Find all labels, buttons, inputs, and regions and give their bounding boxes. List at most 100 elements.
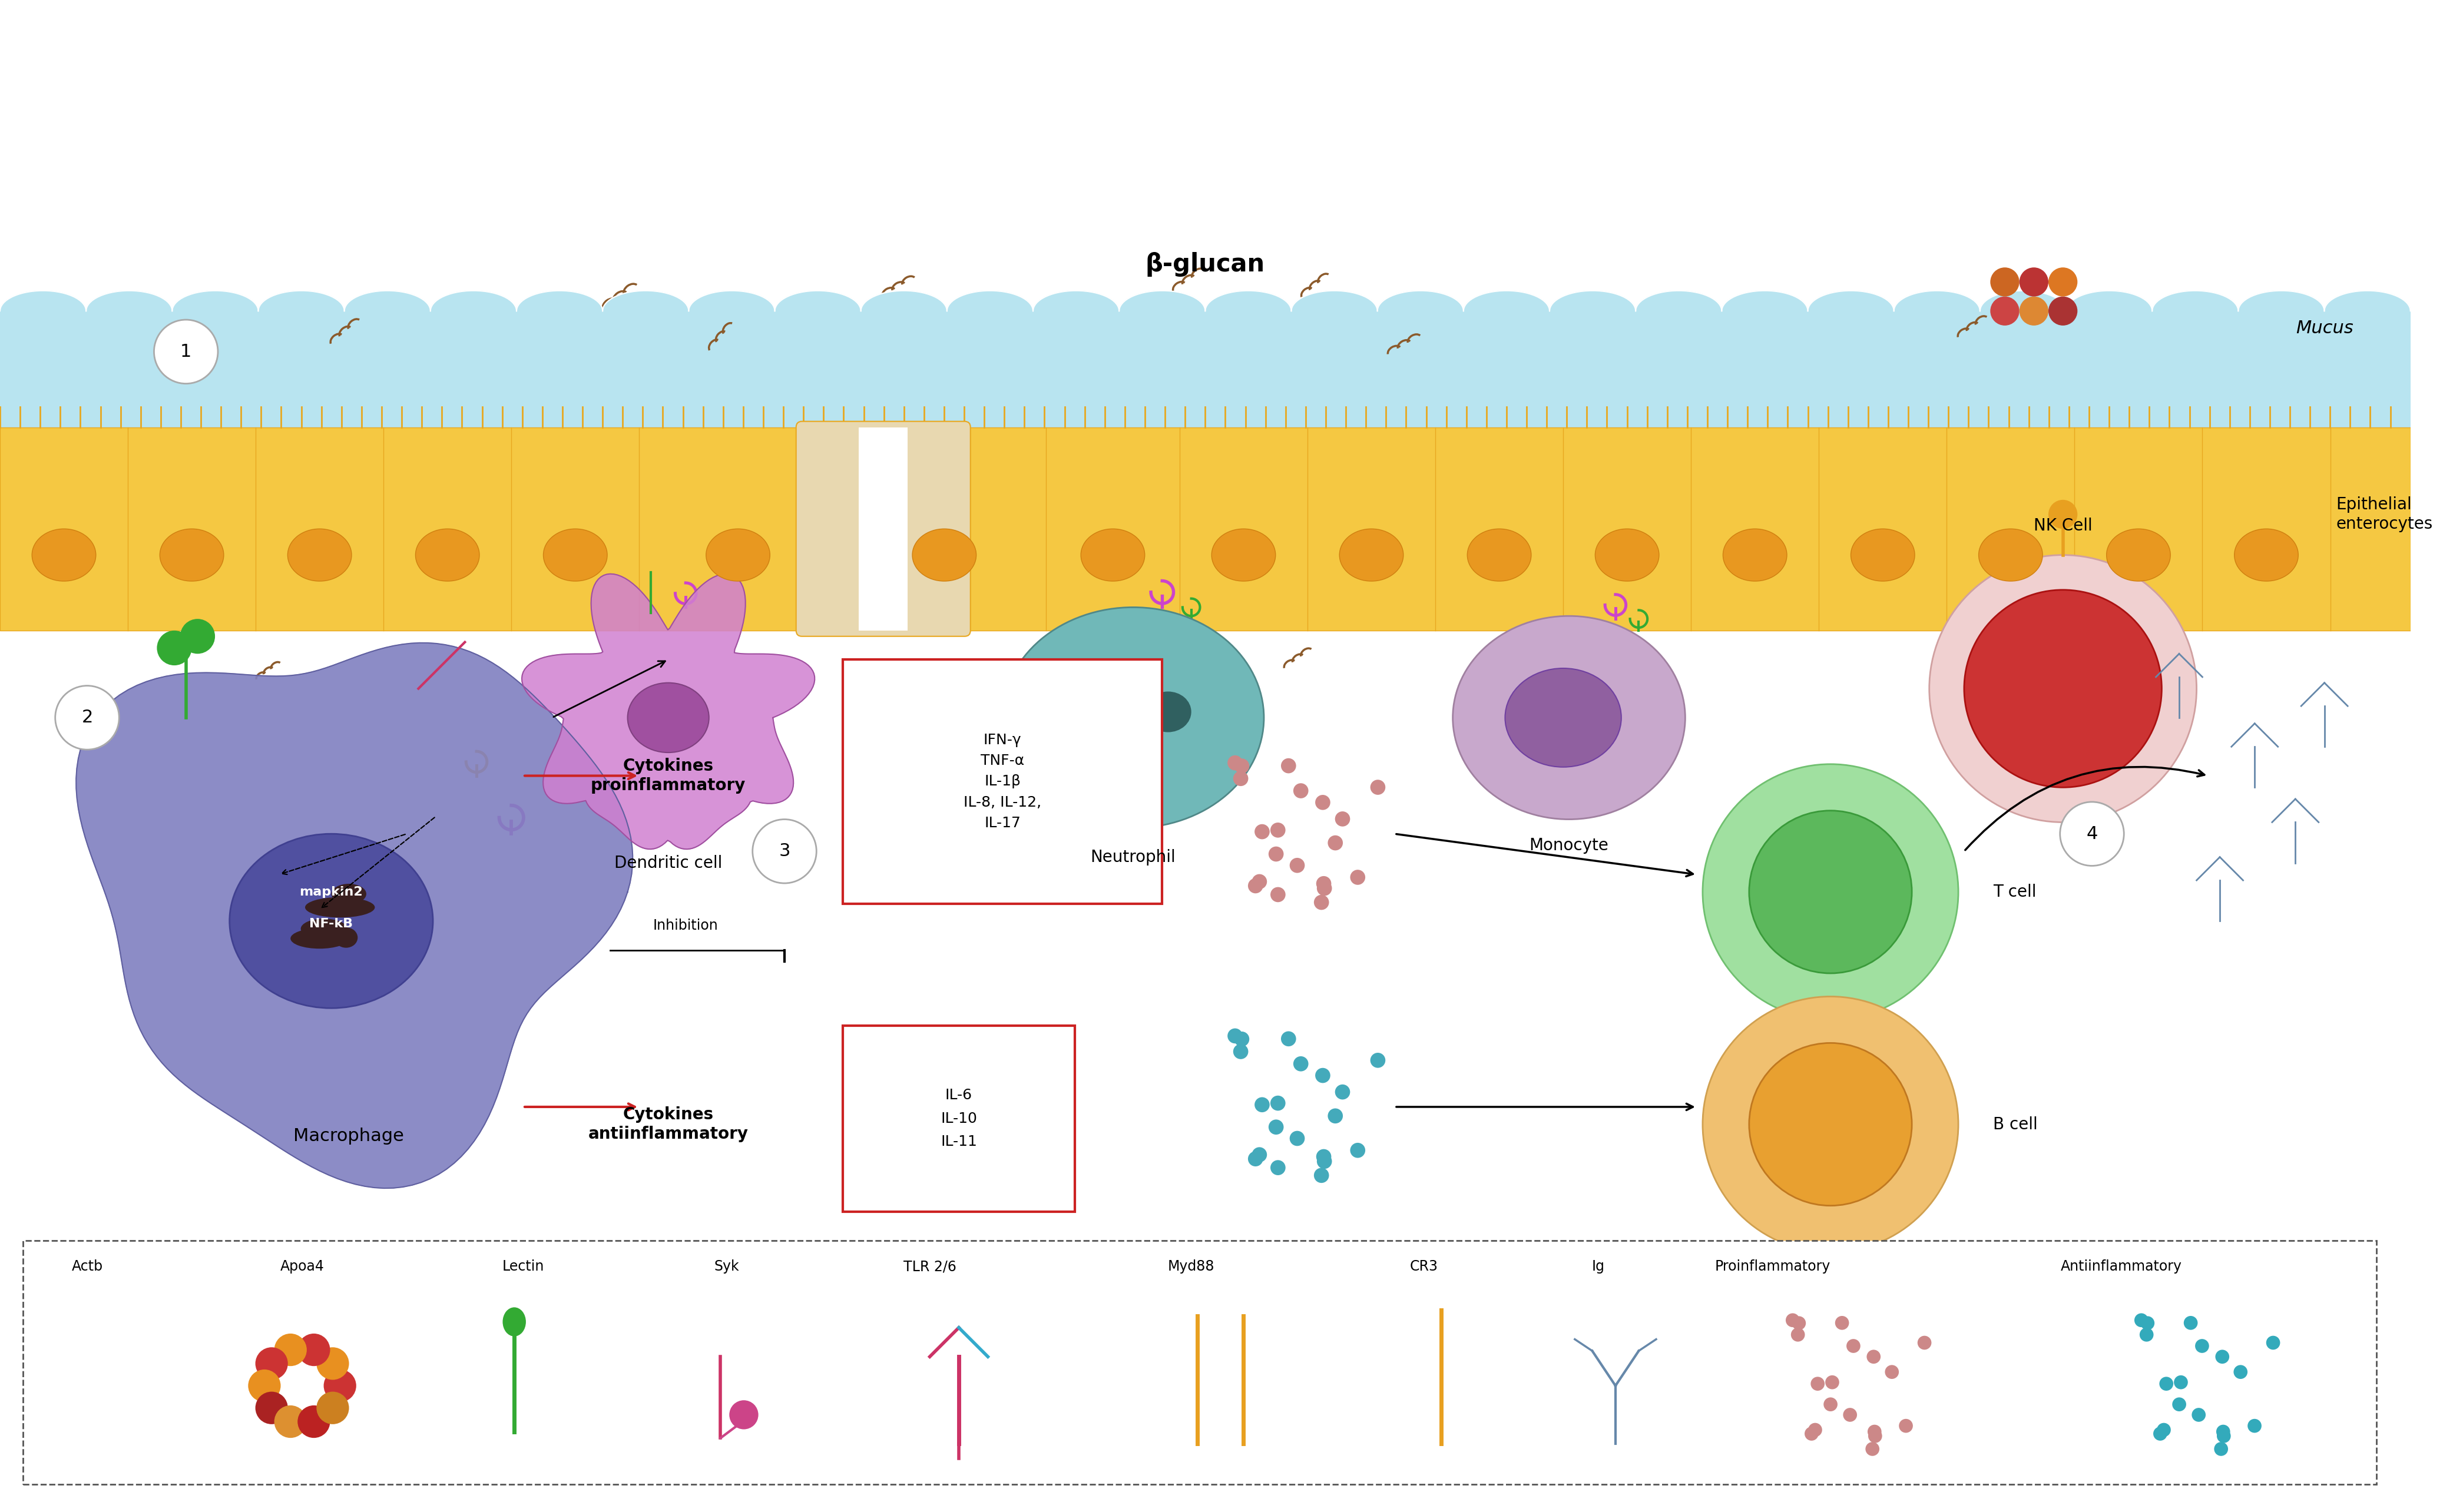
Circle shape	[1791, 1328, 1805, 1341]
Circle shape	[1749, 810, 1913, 974]
Polygon shape	[2238, 290, 2323, 311]
Circle shape	[2248, 1418, 2262, 1433]
Circle shape	[1703, 764, 1959, 1019]
Polygon shape	[430, 290, 515, 311]
Circle shape	[1930, 555, 2196, 823]
Circle shape	[1234, 1031, 1248, 1046]
Text: Macrophage: Macrophage	[293, 1128, 403, 1145]
Text: 4: 4	[2086, 826, 2099, 842]
Polygon shape	[1979, 290, 2067, 311]
Circle shape	[1292, 1057, 1309, 1072]
Ellipse shape	[288, 934, 322, 956]
Circle shape	[1268, 847, 1283, 862]
Bar	[0, 428, 2411, 631]
Polygon shape	[1204, 290, 1292, 311]
Polygon shape	[1722, 290, 1808, 311]
Text: Neutrophil: Neutrophil	[1090, 848, 1175, 865]
Circle shape	[322, 1370, 357, 1402]
Polygon shape	[1808, 290, 1893, 311]
Polygon shape	[0, 290, 86, 311]
Circle shape	[1270, 823, 1285, 838]
Circle shape	[1234, 759, 1248, 774]
Polygon shape	[860, 290, 948, 311]
Text: Actb: Actb	[71, 1259, 103, 1273]
Circle shape	[1317, 1154, 1331, 1169]
Circle shape	[2184, 1315, 2199, 1331]
Ellipse shape	[1979, 529, 2042, 581]
Circle shape	[1248, 1151, 1263, 1166]
Circle shape	[1749, 1043, 1913, 1205]
Ellipse shape	[1080, 529, 1146, 581]
Circle shape	[1226, 756, 1243, 771]
Circle shape	[1317, 875, 1331, 891]
Circle shape	[2140, 1315, 2155, 1331]
Ellipse shape	[542, 529, 608, 581]
Circle shape	[1869, 1429, 1881, 1442]
FancyBboxPatch shape	[796, 422, 970, 637]
Circle shape	[1810, 1377, 1825, 1391]
Circle shape	[1786, 1314, 1800, 1328]
Circle shape	[2196, 1340, 2208, 1353]
Circle shape	[1866, 1424, 1881, 1438]
Circle shape	[1991, 296, 2020, 325]
Polygon shape	[774, 290, 860, 311]
Circle shape	[1314, 1167, 1329, 1182]
Ellipse shape	[503, 1308, 525, 1337]
Circle shape	[2191, 1408, 2206, 1421]
Polygon shape	[2067, 290, 2152, 311]
Circle shape	[1351, 869, 1366, 885]
Circle shape	[1270, 888, 1285, 903]
Circle shape	[1964, 590, 2162, 788]
Polygon shape	[1549, 290, 1637, 311]
Text: Mucus: Mucus	[2296, 321, 2353, 337]
Circle shape	[2233, 1365, 2248, 1379]
Text: Proinflammatory: Proinflammatory	[1715, 1259, 1830, 1273]
Circle shape	[2047, 268, 2077, 296]
Bar	[843, 1025, 1075, 1211]
Circle shape	[1256, 1098, 1270, 1113]
Circle shape	[2174, 1376, 2189, 1390]
Circle shape	[2059, 801, 2123, 866]
Ellipse shape	[415, 529, 479, 581]
Circle shape	[274, 1405, 308, 1438]
Circle shape	[1835, 1315, 1849, 1331]
Ellipse shape	[315, 904, 362, 925]
Polygon shape	[523, 575, 814, 850]
Polygon shape	[603, 290, 689, 311]
Polygon shape	[2152, 290, 2238, 311]
Bar	[843, 659, 1163, 904]
Polygon shape	[344, 290, 430, 311]
Circle shape	[1898, 1418, 1913, 1433]
Ellipse shape	[1595, 529, 1659, 581]
Ellipse shape	[230, 833, 432, 1009]
Circle shape	[1791, 1315, 1805, 1331]
Bar	[860, 428, 909, 631]
Circle shape	[730, 1400, 757, 1429]
Text: β-glucan: β-glucan	[1146, 253, 1265, 277]
Polygon shape	[1033, 290, 1119, 311]
Circle shape	[1371, 780, 1385, 795]
Circle shape	[1351, 1143, 1366, 1158]
Circle shape	[2216, 1350, 2230, 1364]
Ellipse shape	[2235, 529, 2299, 581]
Polygon shape	[515, 290, 603, 311]
Text: Cytokines
proinflammatory: Cytokines proinflammatory	[591, 758, 745, 794]
Text: Monocyte: Monocyte	[1529, 838, 1607, 854]
Ellipse shape	[1722, 529, 1786, 581]
Circle shape	[1334, 812, 1351, 827]
Circle shape	[2047, 500, 2077, 529]
Text: B cell: B cell	[1993, 1116, 2037, 1132]
Text: mapkin2: mapkin2	[300, 886, 364, 898]
Circle shape	[2152, 1427, 2167, 1441]
Text: Epithelial
enterocytes: Epithelial enterocytes	[2336, 496, 2433, 532]
Circle shape	[257, 1347, 288, 1380]
Text: Myd88: Myd88	[1168, 1259, 1214, 1273]
Text: IL-6
IL-10
IL-11: IL-6 IL-10 IL-11	[941, 1089, 977, 1149]
Circle shape	[1270, 1160, 1285, 1175]
Text: 1: 1	[181, 343, 191, 360]
Polygon shape	[1637, 290, 1722, 311]
Ellipse shape	[1468, 529, 1532, 581]
Ellipse shape	[911, 529, 977, 581]
Circle shape	[1290, 1131, 1305, 1146]
Circle shape	[1327, 1108, 1344, 1123]
